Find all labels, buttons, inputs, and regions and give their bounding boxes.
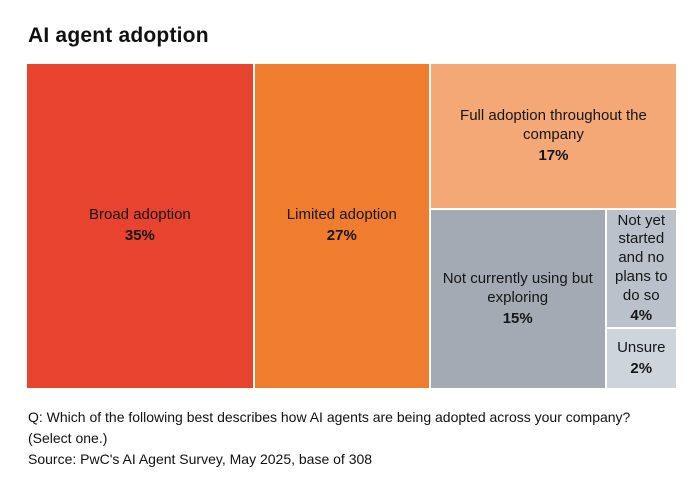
page-title: AI agent adoption (28, 24, 209, 48)
segment-text-block: Limited adoption 27% (284, 203, 400, 248)
segment-text-block: Full adoption throughout the company 17% (431, 104, 676, 168)
treemap-right-stack: Not yet started and no plans to do so 4%… (606, 209, 676, 388)
segment-value: 15% (502, 309, 533, 327)
segment-text-block: Unsure 2% (614, 336, 668, 381)
treemap-right-panel: Full adoption throughout the company 17%… (430, 64, 676, 388)
treemap-segment-not-currently-using: Not currently using but exploring 15% (430, 210, 605, 388)
segment-text-block: Not yet started and no plans to do so 4% (607, 209, 676, 329)
segment-value: 2% (630, 359, 653, 377)
treemap-chart: Broad adoption 35% Limited adoption 27% … (27, 64, 676, 388)
segment-label: Not yet started and no plans to do so (615, 211, 668, 304)
segment-label: Not currently using but exploring (442, 270, 593, 306)
segment-value: 4% (630, 307, 653, 325)
treemap-segment-not-yet-started: Not yet started and no plans to do so 4% (606, 209, 676, 329)
treemap-bottom-row: Not currently using but exploring 15% No… (430, 209, 676, 388)
treemap-segment-limited-adoption: Limited adoption 27% (254, 64, 429, 388)
chart-footnotes: Q: Which of the following best describes… (28, 407, 664, 470)
segment-label: Broad adoption (89, 206, 191, 224)
segment-text-block: Broad adoption 35% (86, 203, 194, 248)
segment-value: 17% (538, 146, 569, 164)
segment-label: Unsure (617, 339, 666, 357)
segment-value: 35% (124, 227, 155, 245)
source-text: Source: PwC's AI Agent Survey, May 2025,… (28, 451, 373, 467)
segment-text-block: Not currently using but exploring 15% (431, 267, 605, 331)
survey-question-text: Q: Which of the following best describes… (28, 409, 631, 446)
segment-label: Full adoption throughout the company (460, 107, 647, 143)
segment-label: Limited adoption (286, 206, 397, 224)
treemap-segment-full-adoption: Full adoption throughout the company 17% (430, 64, 676, 209)
segment-value: 27% (326, 227, 357, 245)
treemap-segment-broad-adoption: Broad adoption 35% (27, 64, 253, 388)
treemap-segment-unsure: Unsure 2% (606, 329, 676, 388)
